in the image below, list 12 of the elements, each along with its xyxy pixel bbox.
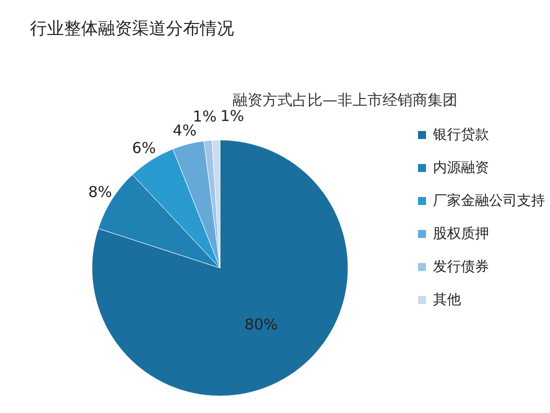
data-label: 6% [132,139,156,158]
data-label: 8% [88,182,112,201]
legend-label: 其他 [433,292,461,308]
chart-title: 行业整体融资渠道分布情况 [30,19,234,39]
legend-label: 股权质押 [433,226,489,242]
data-label: 1% [220,107,244,126]
legend-label: 厂家金融公司支持 [433,193,545,209]
legend-label: 内源融资 [433,160,489,176]
chart-subtitle: 融资方式占比—非上市经销商集团 [232,91,458,109]
data-label: 80% [244,316,278,334]
legend-label: 银行贷款 [432,127,489,143]
legend-label: 发行债券 [433,259,489,275]
